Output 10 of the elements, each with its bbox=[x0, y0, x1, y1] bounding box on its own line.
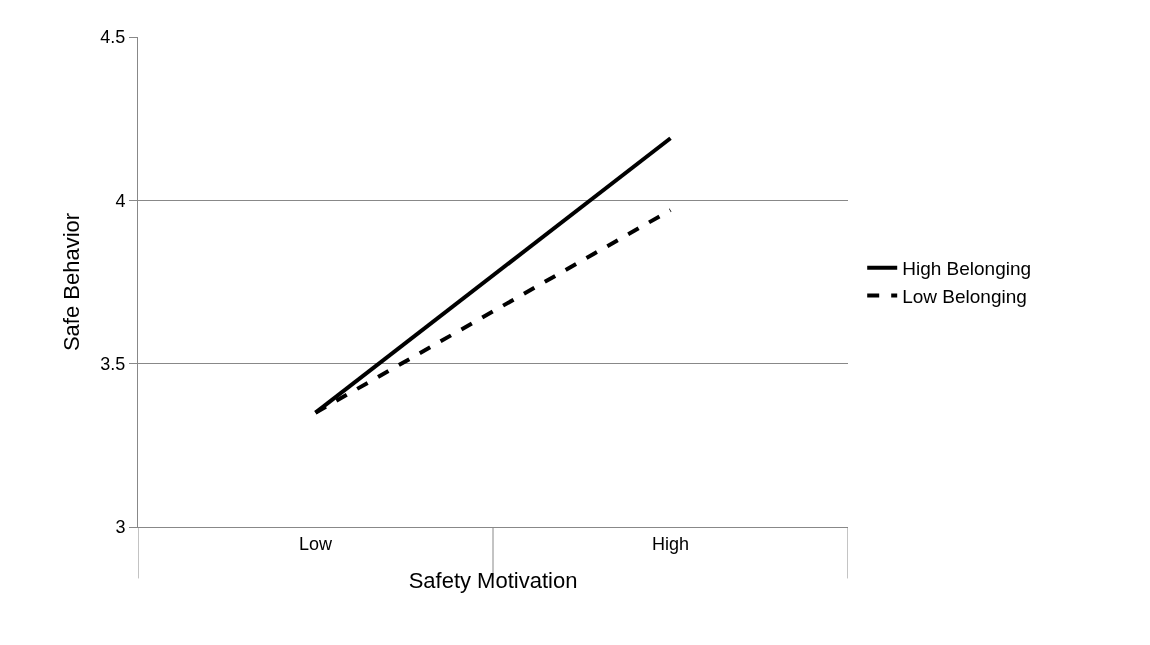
y-tick-label: 4.5 bbox=[100, 27, 126, 48]
y-tick-label: 3 bbox=[115, 517, 126, 538]
x-tick-label: Low bbox=[298, 533, 334, 554]
x-axis-title: Safety Motivation bbox=[408, 568, 578, 594]
y-axis-title: Safe Behavior bbox=[59, 212, 85, 352]
y-tick-label: 4 bbox=[115, 190, 126, 211]
x-tick-label: High bbox=[651, 533, 690, 554]
legend-label: Low Belonging bbox=[902, 285, 1027, 307]
y-tick-label: 3.5 bbox=[100, 353, 126, 374]
legend-label: High Belonging bbox=[902, 258, 1032, 280]
